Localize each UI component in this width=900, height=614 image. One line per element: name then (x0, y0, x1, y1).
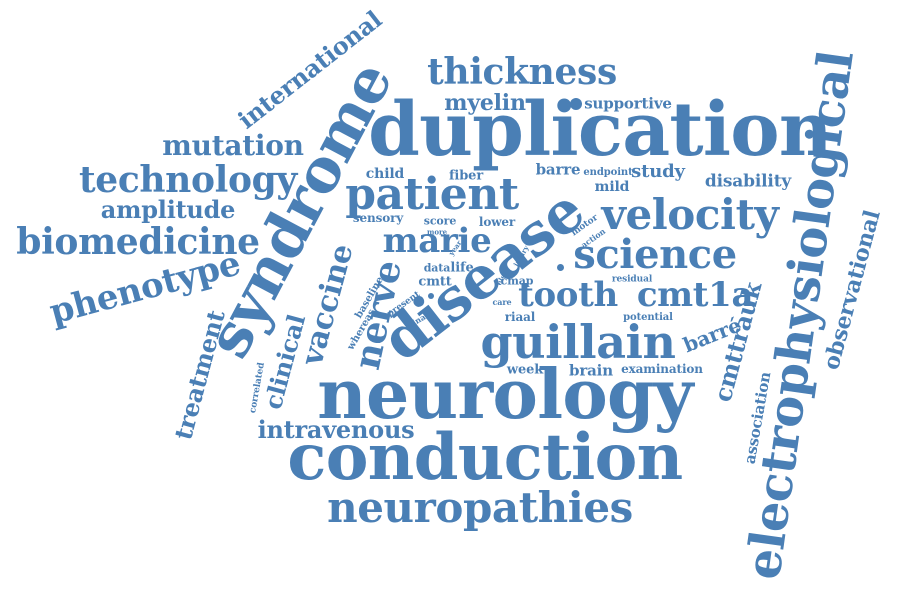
word-intravenous: intravenous (257, 415, 415, 444)
word-sensory: sensory (352, 211, 404, 225)
word-brain: brain (569, 361, 613, 380)
word-data: data (423, 261, 451, 275)
word-supportive: supportive (584, 94, 672, 113)
word-duplication: duplication (368, 87, 833, 173)
word-guillain: guillain (480, 315, 676, 369)
word-amplitude: amplitude (100, 195, 236, 224)
word-child: child (365, 166, 405, 182)
word-care: care (492, 297, 512, 307)
word-neurology: neurology (317, 355, 693, 435)
word-lower: lower (478, 215, 516, 229)
word-treatment: treatment (168, 307, 231, 443)
word-residual: residual (611, 274, 653, 285)
word-velocity: velocity (601, 190, 779, 239)
dot-3 (428, 293, 434, 299)
dot-2 (557, 264, 564, 271)
word-technology: technology (79, 159, 297, 201)
word-score: score (423, 214, 457, 228)
word-science: science (573, 231, 737, 278)
word-mild: mild (594, 179, 630, 195)
word-thickness: thickness (427, 51, 617, 93)
word-potential: potential (623, 312, 673, 323)
word-barre: barre (535, 160, 581, 179)
word-marie: marie (382, 221, 492, 261)
word-life: life (450, 260, 474, 276)
dot-1 (570, 98, 582, 110)
word-cmtt: cmtt (418, 274, 452, 290)
word-examination: examination (621, 362, 703, 376)
word-fiber: fiber (448, 168, 484, 184)
word-week: week (506, 362, 544, 378)
word-neuropathies: neuropathies (327, 483, 633, 532)
word-endpoint: endpoint (583, 167, 633, 178)
word-riaal: riaal (504, 310, 536, 324)
word-cmt1a: cmt1a (636, 275, 754, 315)
word-mutation: mutation (162, 129, 304, 162)
word-disability: disability (704, 171, 792, 192)
word-conduction: conduction (287, 420, 683, 495)
word-study: study (631, 161, 685, 182)
word-cmap: cmap (500, 274, 534, 288)
word-tooth: tooth (518, 275, 618, 315)
word-biomedicine: biomedicine (16, 221, 260, 263)
word-myelin: myelin (444, 90, 526, 116)
word-patient: patient (345, 169, 519, 220)
word-more: more (427, 227, 447, 237)
